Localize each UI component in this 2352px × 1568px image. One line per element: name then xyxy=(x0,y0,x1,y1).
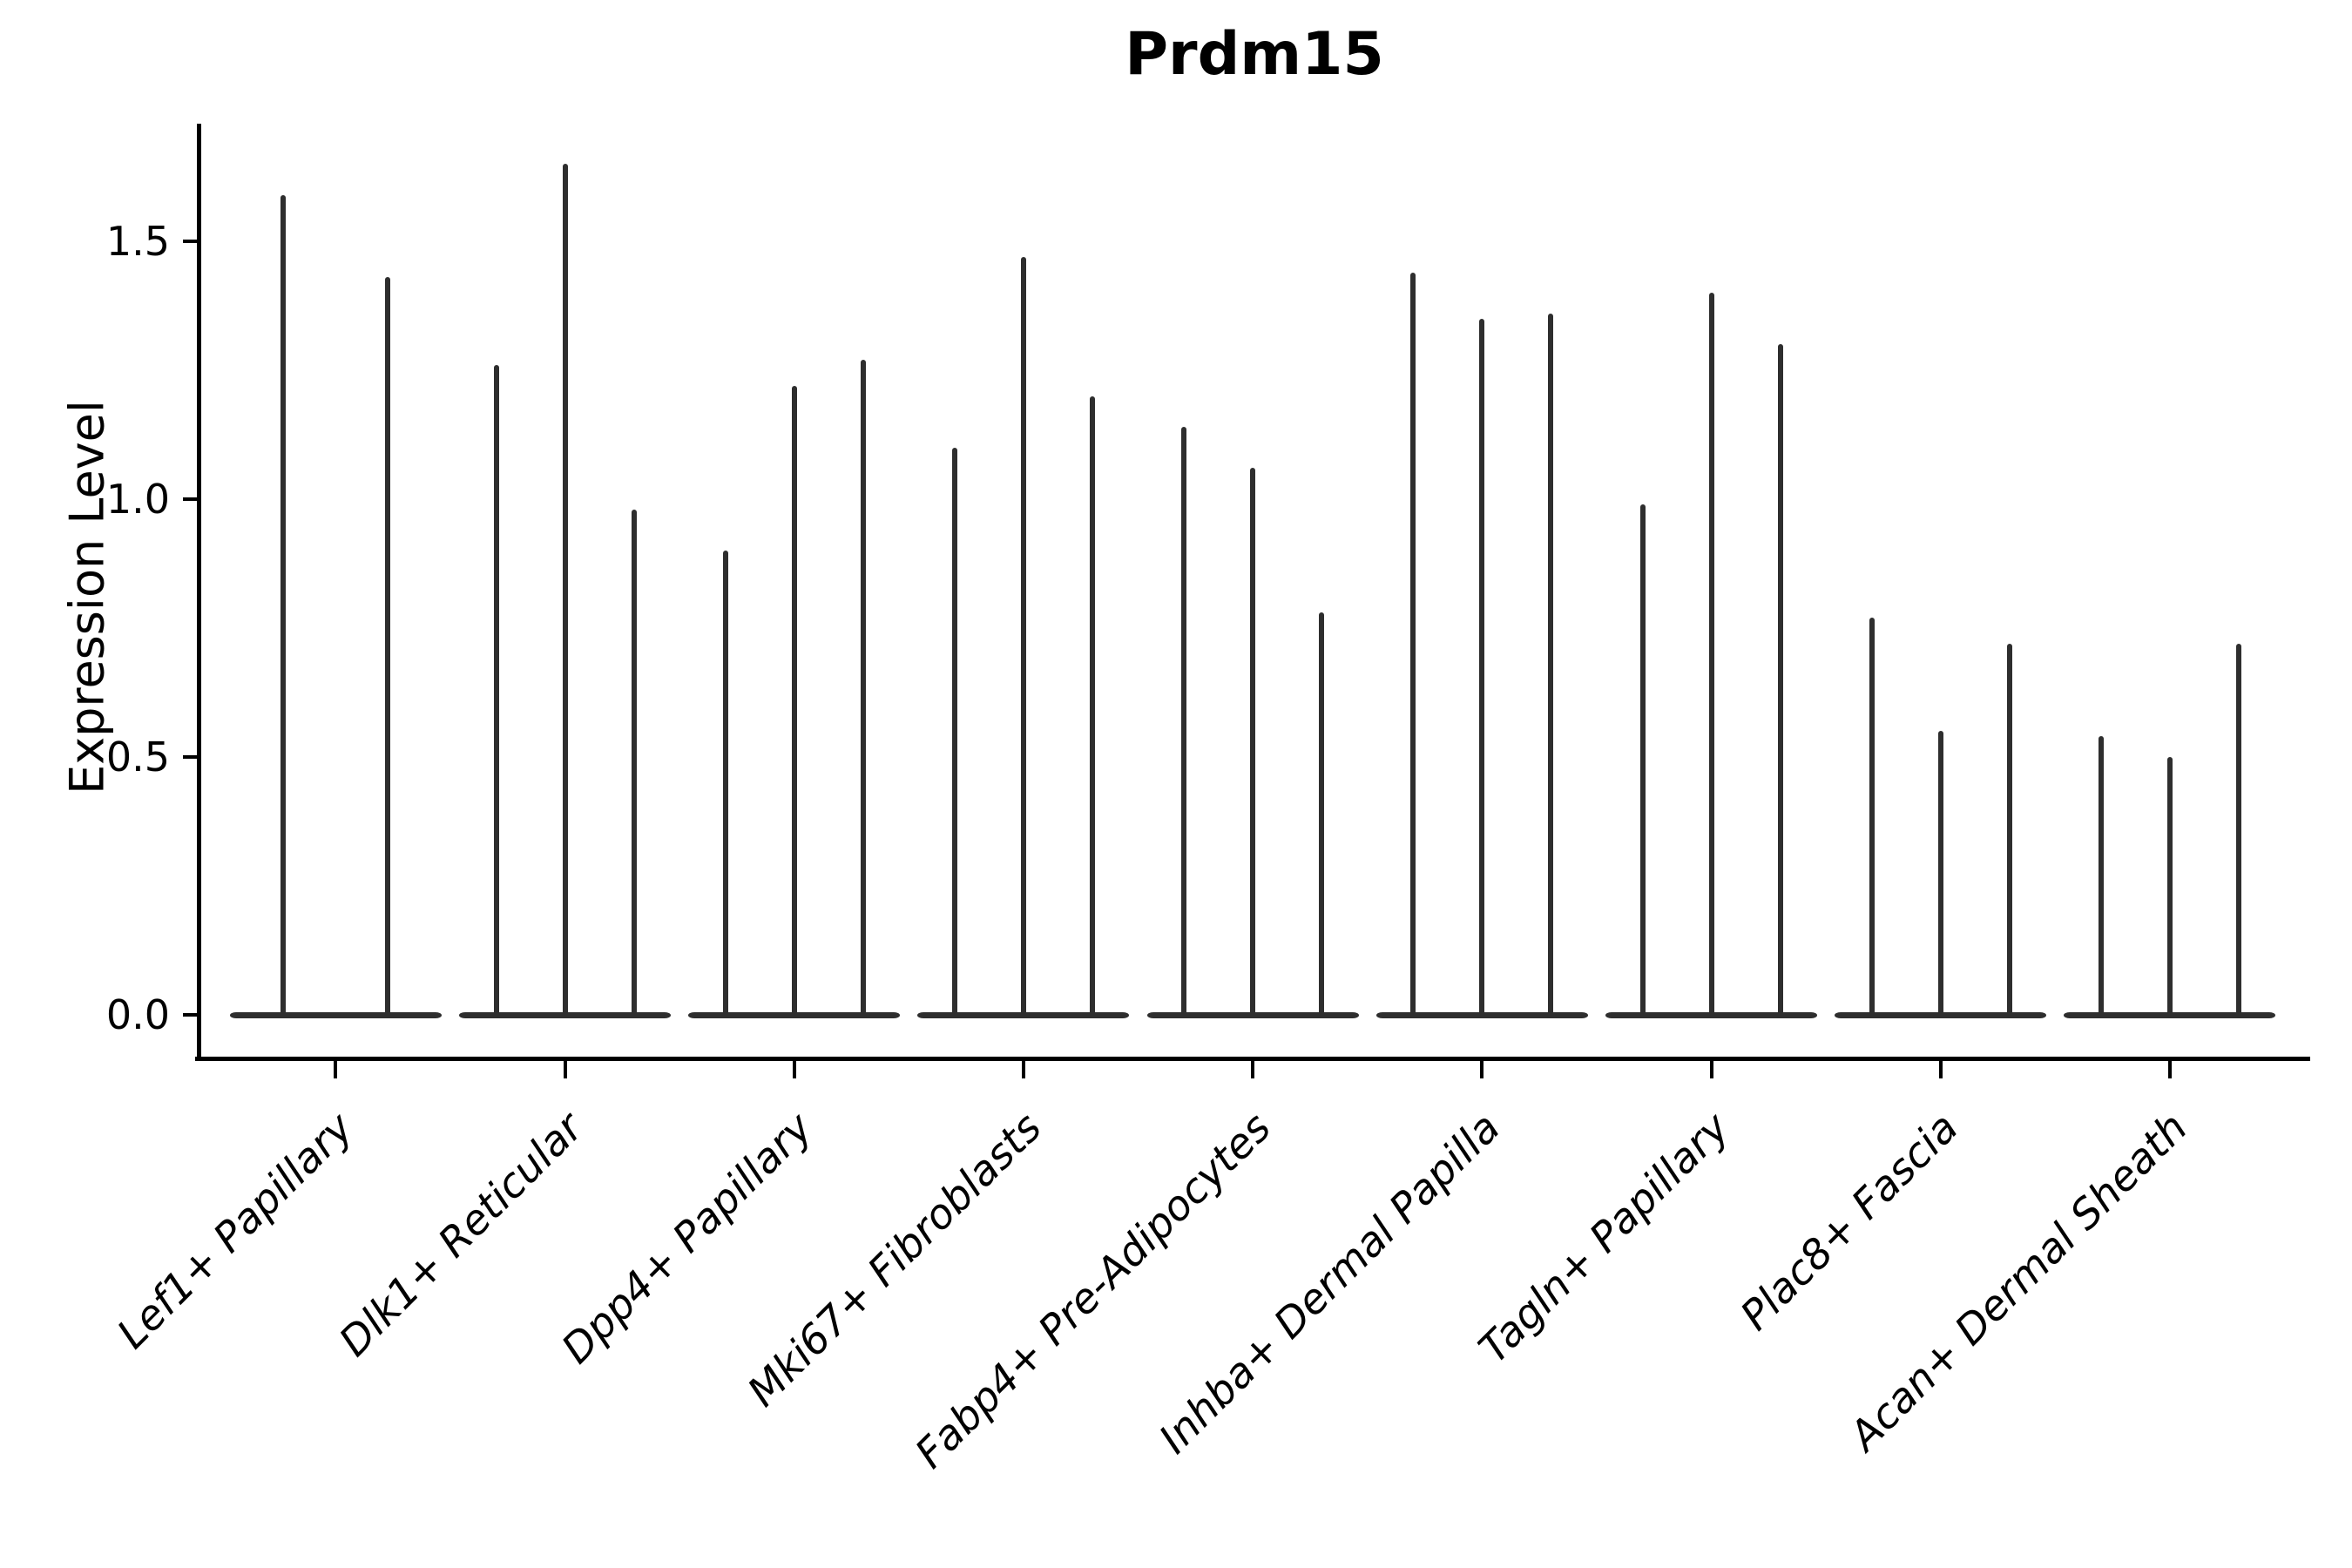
violin-base-band xyxy=(1835,1011,2047,1018)
violin xyxy=(722,551,728,1015)
x-tick-mark xyxy=(1021,1061,1025,1078)
x-tick-mark xyxy=(1480,1061,1484,1078)
x-tick-mark xyxy=(1251,1061,1255,1078)
x-tick-label: Tagln+ Papillary xyxy=(1470,1104,1739,1373)
violin-base-band xyxy=(1146,1011,1359,1018)
violin xyxy=(951,447,957,1015)
x-axis-spine xyxy=(195,1057,2310,1061)
violin xyxy=(1479,318,1485,1015)
violin-base-band xyxy=(1375,1011,1588,1018)
x-tick-mark xyxy=(2167,1061,2172,1078)
x-tick-mark xyxy=(1938,1061,1943,1078)
chart-title: Prdm15 xyxy=(1125,20,1384,89)
x-tick-mark xyxy=(334,1061,338,1078)
violin xyxy=(385,277,391,1015)
violin xyxy=(1319,612,1325,1015)
violin xyxy=(1937,731,1943,1015)
violin xyxy=(280,194,287,1015)
y-tick-label: 0.0 xyxy=(105,991,170,1038)
violin xyxy=(1869,618,1875,1015)
violin xyxy=(2235,643,2241,1015)
x-tick-mark xyxy=(1709,1061,1713,1078)
violin xyxy=(631,509,637,1015)
y-tick-mark xyxy=(183,240,199,243)
y-tick-mark xyxy=(183,1013,199,1017)
y-tick-label: 0.5 xyxy=(105,733,170,781)
y-tick-label: 1.5 xyxy=(105,218,170,265)
x-tick-mark xyxy=(792,1061,796,1078)
y-axis-spine xyxy=(197,124,201,1061)
violin xyxy=(2098,736,2104,1015)
x-tick-label: Plac8+ Fascia xyxy=(1732,1104,1969,1341)
x-tick-label: Lef1+ Papillary xyxy=(108,1104,363,1359)
violin-base-band xyxy=(688,1011,901,1018)
violin xyxy=(2166,757,2173,1015)
x-tick-label: Dpp4+ Papillary xyxy=(552,1104,822,1374)
y-tick-label: 1.0 xyxy=(105,476,170,523)
violin xyxy=(791,385,797,1015)
y-tick-mark xyxy=(183,497,199,501)
violin xyxy=(493,365,499,1015)
x-tick-label: Dlk1+ Reticular xyxy=(330,1104,592,1366)
violin xyxy=(1020,256,1026,1015)
violin-base-band xyxy=(917,1011,1130,1018)
violin xyxy=(2006,643,2012,1015)
violin-base-band xyxy=(1605,1011,1817,1018)
violin xyxy=(1410,272,1416,1015)
violin-base-band xyxy=(229,1011,442,1018)
y-tick-mark xyxy=(183,755,199,759)
violin xyxy=(860,360,866,1015)
violin xyxy=(1708,293,1714,1015)
violin xyxy=(1548,313,1554,1015)
violin xyxy=(1250,468,1256,1015)
violin xyxy=(1639,504,1646,1015)
violin-base-band xyxy=(459,1011,671,1018)
violin-base-band xyxy=(2064,1011,2276,1018)
violin xyxy=(562,164,568,1015)
violin xyxy=(1089,395,1095,1015)
violin xyxy=(1181,427,1187,1015)
x-tick-mark xyxy=(563,1061,567,1078)
violin xyxy=(1777,344,1783,1015)
